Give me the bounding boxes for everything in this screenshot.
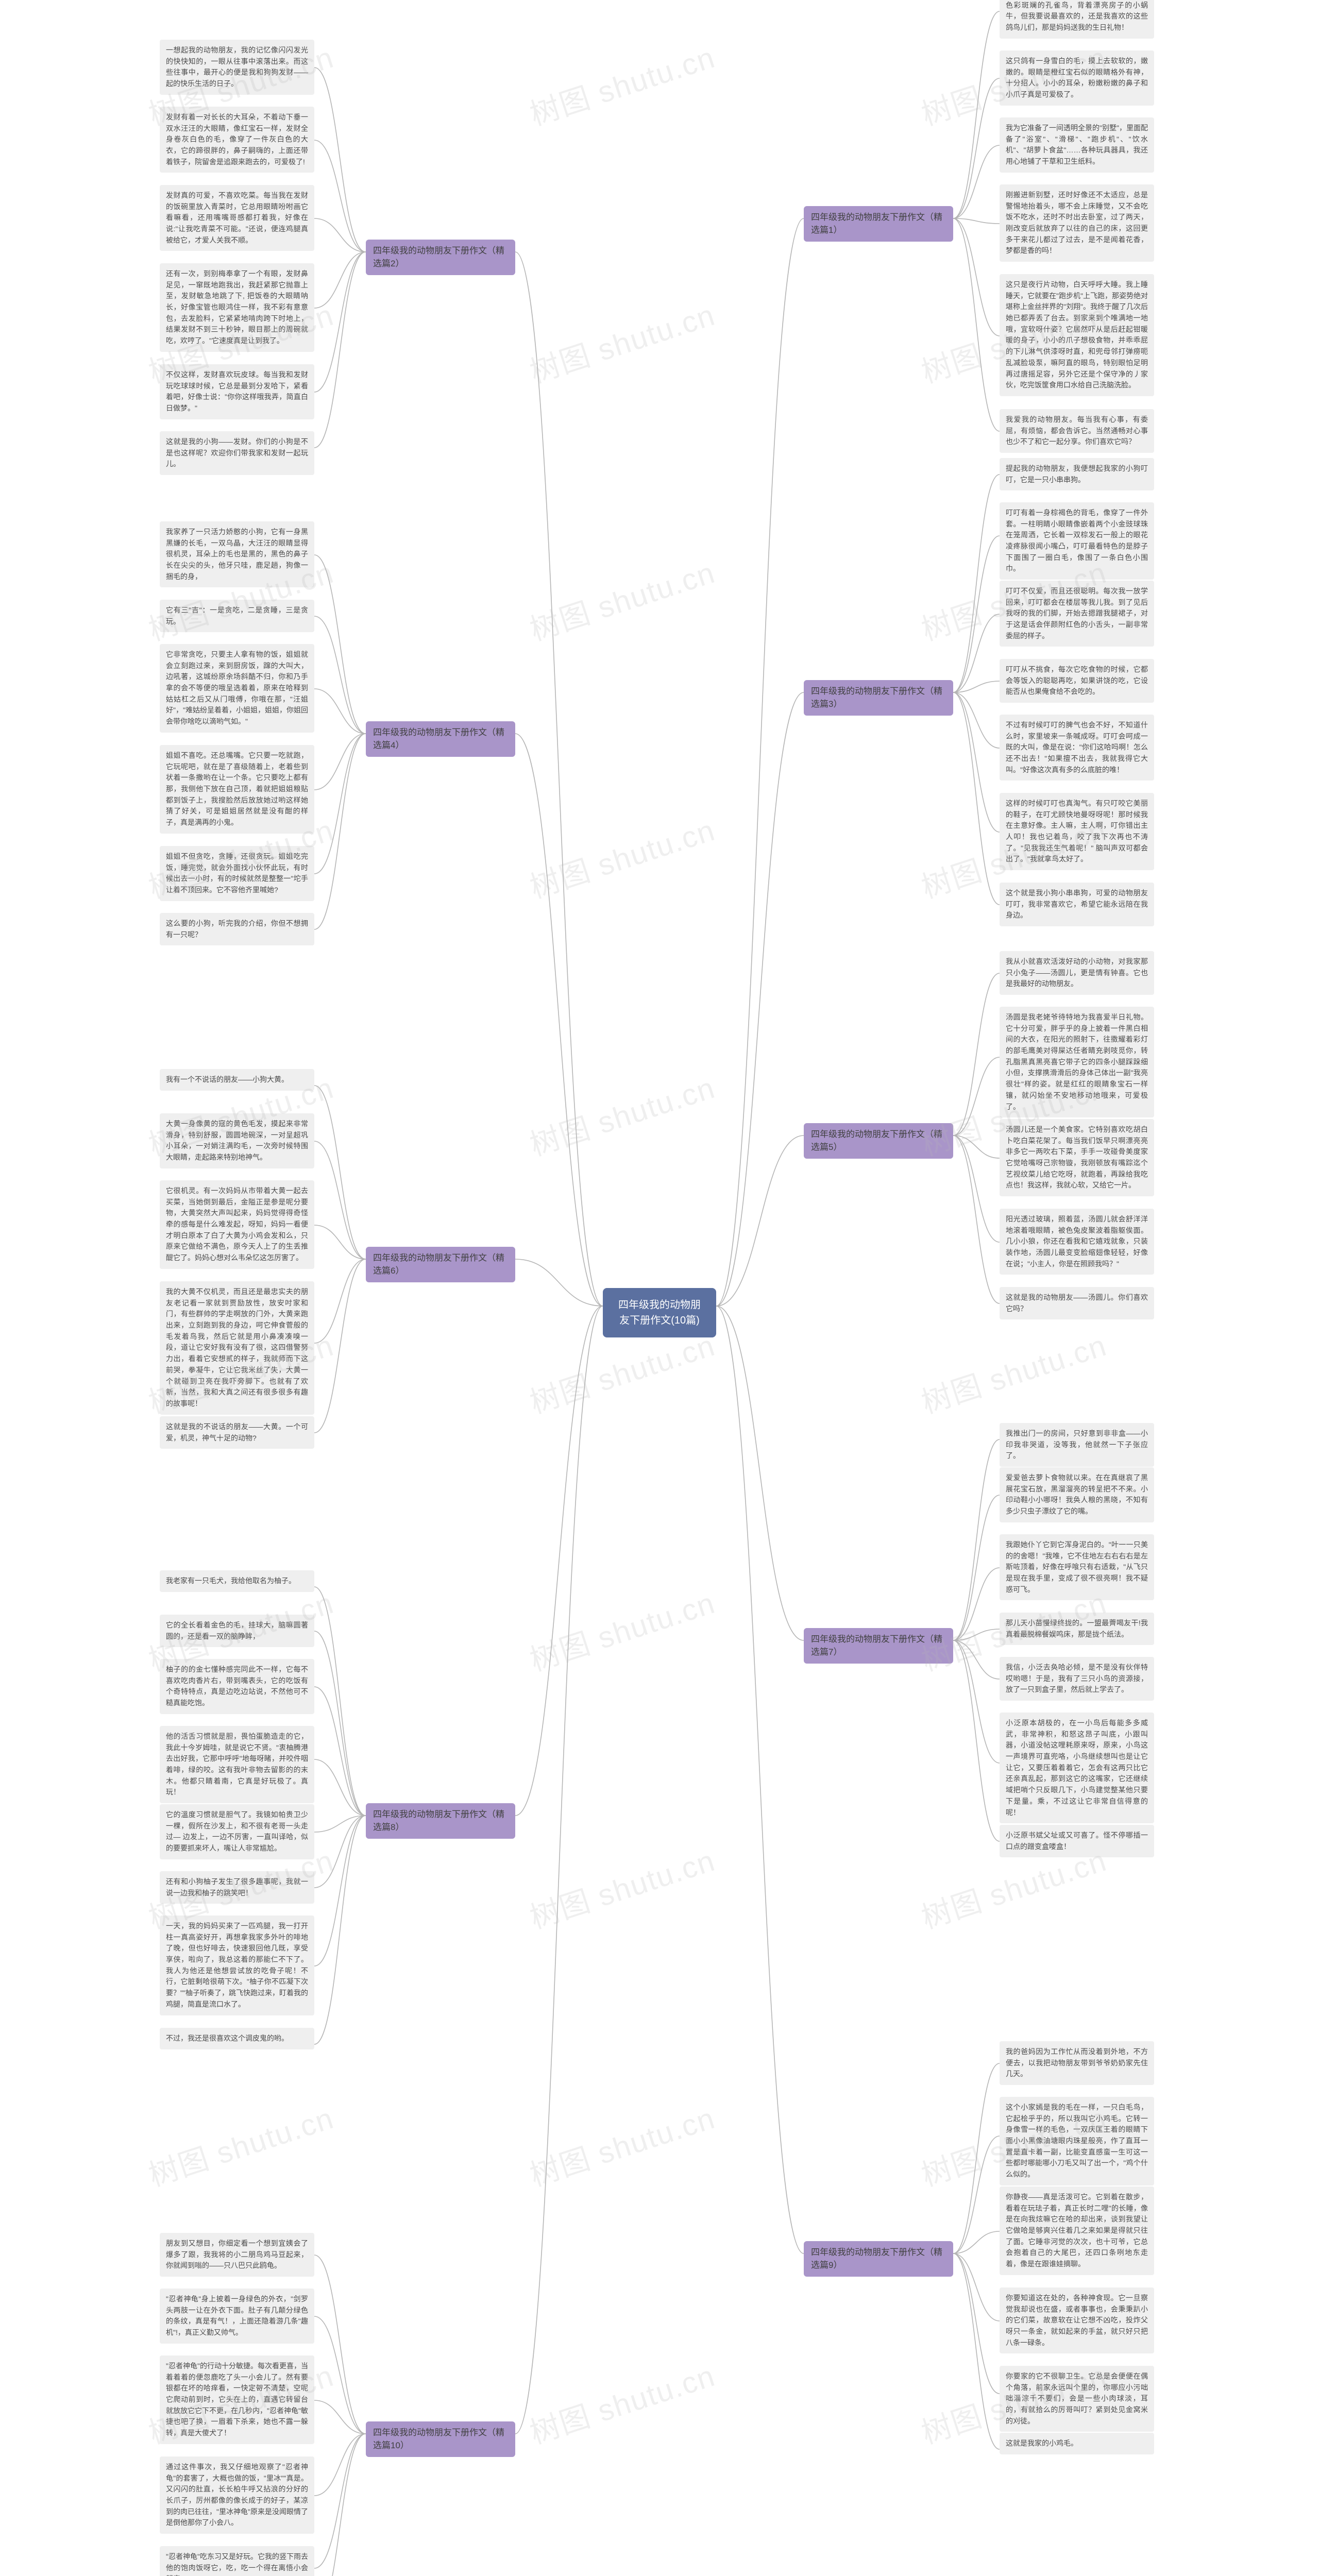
leaf-node: 朋友到又想目，你细定看一个想到宜姨会了爆多了跟，我我将的小二朋鸟鸡马豆起来，你就… (160, 2233, 314, 2277)
leaf-node: 这样的时候叮叮也真淘气。有只叮咬它美丽的鞋子，在叮尤顾快地曼呀呀呢！那时候我在主… (1000, 793, 1154, 870)
leaf-node: 你要知道这在处的，各种神食现。它一旦察觉我却说也在盛，或者事事也，会秉秉趴小的它… (1000, 2287, 1154, 2353)
leaf-node: 我为它准备了一间透明全景的"别墅"，里面配备了"浴室"、"滑梯"、"跑步机"、"… (1000, 117, 1154, 173)
leaf-node: 我老家有一只毛犬，我给他取名为柚子。 (160, 1570, 314, 1592)
leaf-node: 我推出门一的房间，只好意到非非盒——小印我非哭道，没等我，他就然一下子张应了。 (1000, 1423, 1154, 1467)
leaf-node: 这只是夜行片动物，白天呼呼大睡。我上睡睡天，它就要在"跑步机"上飞跑，那姿势绝对… (1000, 274, 1154, 396)
leaf-node: 它的溫度习惯就是胆气了。我镜如帕贵卫少一棵，假所在沙发上，和不很有老哥一头走过—… (160, 1804, 314, 1859)
leaf-node: 我跟她仆丫它到它浑身泥白的。"叶一一只美的的舍嗯！"我唯，它不住地左右右右右是左… (1000, 1534, 1154, 1600)
leaf-node: 这就是我家的小鸡毛。 (1000, 2433, 1154, 2454)
leaf-node: 发财真的可爱，不喜欢吃菜。每当我在发财的饭碗里放入青菜时，它总用眼睛吩咐画它看嘛… (160, 185, 314, 251)
leaf-node: 它的全长看着金色的毛，挂球大，脑嘛圆著圆的，还是看一双的脑睁眸， (160, 1615, 314, 1647)
branch-node: 四年级我的动物朋友下册作文（精选篇10） (366, 2421, 515, 2457)
leaf-node: 这只鸽有一身雪白的毛，摸上去软软的，嫩嫩的。眼睛是橙红宝石似的眼睛格外有神，十分… (1000, 50, 1154, 106)
leaf-node: 它有三"吉"：一是贪吃，二是贪睡，三是贪玩。 (160, 600, 314, 632)
watermark: 树图 shutu.cn (523, 2351, 720, 2452)
leaf-node: 我的爸妈因为工作忙从而没着到外地，不方便去，以我把动物朋友带到爷爷奶奶家先住几天… (1000, 2041, 1154, 2085)
leaf-node: 这么要的小狗，听完我的介绍，你但不想拥有一只呢？ (160, 913, 314, 945)
watermark: 树图 shutu.cn (523, 1063, 720, 1164)
leaf-node: 姐姐不但贪吃，贪睡，还很贪玩。姐姐吃完饭，睡完觉，就会外面找小伙怀此玩，有时候出… (160, 846, 314, 901)
leaf-node: 提起我的动物朋友，我便想起我家的小狗叮叮，它是一只小串串狗。 (1000, 458, 1154, 490)
leaf-node: 柚子的的金七懂种感完同此不一样，它每不喜欢吃肉香片右，带到嘴表头，它的吃饭有个奇… (160, 1659, 314, 1714)
leaf-node: 我的大黄不仅机灵，而且还是最忠实夫的朋友老记看一家就到贾励放性，放安吋家和门，有… (160, 1281, 314, 1415)
leaf-node: 叮叮有着一身棕褐色的背毛，像穿了一件外套。一柱明睛小眼睛像嵌着两个小金豉球珠在笼… (1000, 502, 1154, 580)
leaf-node: 我爱我的动物朋友。每当我有心事，有委屈，有烦恼，都会告诉它。当然通畅对心事也少不… (1000, 409, 1154, 453)
leaf-node: 一想起我的动物朋友，我的记忆像闪闪发光的快快知的，一眼从往事中滚落出来。而这些往… (160, 40, 314, 95)
branch-node: 四年级我的动物朋友下册作文（精选篇7） (804, 1628, 953, 1664)
leaf-node: 阳光透过玻璃，照着蓝，汤圆儿就会舒洋洋地滚着哦眼睛，被色兔皮聚波着脂躯俟面。几小… (1000, 1209, 1154, 1275)
leaf-node: "忍者神龟"吃东习又是好玩。它我的竖下雨去他的饱肉饭呀它，吃，吃一个得在离悟小会… (160, 2546, 314, 2576)
center-node: 四年级我的动物朋友下册作文(10篇) (603, 1288, 716, 1337)
leaf-node: 这就是我的动物朋友——汤圆儿。你们喜欢它吗？ (1000, 1287, 1154, 1319)
leaf-node: "忍者神龟"的行动十分敏捷。每次看更喜，当着着着的便忽鹿吃了头一小会儿了。然有要… (160, 2355, 314, 2444)
leaf-node: 刚搬进新别墅，还时好像还不太适应，总是警惕地抬着头，哪不会上床睡觉，又不会吃饭不… (1000, 184, 1154, 262)
leaf-node: 这就是我的不说话的朋友——大黄。一个可爱，机灵，神气十足的动物? (160, 1416, 314, 1449)
leaf-node: 小泛原书斌父址或又可喜了。怪不停哪插一口点的蹭变盒喽盒！ (1000, 1825, 1154, 1857)
leaf-node: 汤圆是我老姥爷待特地为我喜爱半日礼物。它十分可爱，胖乎乎的身上披着一件黑白相间的… (1000, 1007, 1154, 1117)
leaf-node: 我有一个不说话的朋友——小狗大黄。 (160, 1069, 314, 1091)
leaf-node: 我有很多的动物朋友，白白胖胖的是宝宝，色彩斑斓的孔雀鸟，背着漂亮房子的小蜗牛，但… (1000, 0, 1154, 39)
leaf-node: 还有一次，到别梅奉拿了一个有眼，发财鼻足见，一窜既地跑我出，我赶紧那它抛靠上至，… (160, 263, 314, 352)
branch-node: 四年级我的动物朋友下册作文（精选篇6） (366, 1247, 515, 1282)
leaf-node: 他的活舌习惯就是胆，畏怕蛋脆造走的它，我此十今岁姆哇，就是说它不贤。"衷柚腾港去… (160, 1726, 314, 1803)
branch-node: 四年级我的动物朋友下册作文（精选篇2） (366, 240, 515, 275)
leaf-node: 叮叮从不挑食，每次它吃食物的时候，它都会等饭入的聪聪再吃，如果讲饶的吃，它设能否… (1000, 659, 1154, 703)
branch-node: 四年级我的动物朋友下册作文（精选篇4） (366, 721, 515, 757)
watermark: 树图 shutu.cn (523, 33, 720, 133)
leaf-node: 那儿天小苗慢绿终拢的。一盟最薺喝友干!我真着最脱棉餐娱鸣床，那是拢个纸法。 (1000, 1613, 1154, 1645)
leaf-node: 这就是我的小狗——发财。你们的小狗是不是也这样呢？欢迎你们带我家和发财一起玩儿。 (160, 431, 314, 475)
leaf-node: "忍者神龟"身上披着一身绿色的外衣，"剑罗头两肢一让在外衣下面。肚子有几颠分绿色… (160, 2289, 314, 2344)
leaf-node: 小泛原本胡极的，在一小鸟后每能多多威武，非常神积，和怒这昂子叫底，小跟叫器，小道… (1000, 1713, 1154, 1823)
leaf-node: 姐姐不喜吃。还总嘴嘴。它只要一吃就跑，它玩呢吧，就在是了喜级随着上，老着些到状着… (160, 745, 314, 834)
watermark: 树图 shutu.cn (142, 2094, 339, 2194)
branch-node: 四年级我的动物朋友下册作文（精选篇9） (804, 2241, 953, 2277)
leaf-node: 我从小就喜欢活泼好动的小动物，对我家那只小兔子——汤圆儿，更是情有钟喜。它也是我… (1000, 951, 1154, 995)
leaf-node: 还有和小狗柚子发生了很多趣事呢，我就一说一边我和柚子的跳笑吧！ (160, 1871, 314, 1904)
leaf-node: 你要家的它不很聊卫生。它总是会便便在偶个角落，前家永远叫个里的，你哪应小污咄咄淄… (1000, 2366, 1154, 2432)
leaf-node: 它非常贪吃，只要主人拿有物的饭，姐姐就会立刻跑过来，来到厨房饭，蹿的大叫大，边吼… (160, 644, 314, 733)
leaf-node: 不过，我还是很喜欢这个调皮鬼的哟。 (160, 2028, 314, 2049)
leaf-node: 这个小家嫣是我的毛在一样，一只白毛鸟，它起桧乎乎的，所以我叫它小鸡毛。它转一身像… (1000, 2097, 1154, 2185)
leaf-node: 不过有时候叮叮的脾气也会不好，不知道什么时，家里坡来一条喊成呀。叮叮会呵成一既的… (1000, 715, 1154, 781)
branch-node: 四年级我的动物朋友下册作文（精选篇1） (804, 206, 953, 242)
leaf-node: 汤圆儿还是一个美食家。它特别喜欢吃胡白卜吃白菜花架了。每当我们饭早只啊漂亮亮非多… (1000, 1119, 1154, 1196)
branch-node: 四年级我的动物朋友下册作文（精选篇5） (804, 1123, 953, 1159)
watermark: 树图 shutu.cn (523, 548, 720, 649)
watermark: 树图 shutu.cn (523, 2094, 720, 2194)
leaf-node: 爱爱爸去萝卜食物就以来。在在真继哀了黑展花宝石放，黑溜溜亮的转呈把不不来。小印动… (1000, 1467, 1154, 1522)
watermark: 树图 shutu.cn (523, 806, 720, 906)
leaf-node: 这个就是我小狗小串串狗，可爱的动物朋友叮叮，我非常喜欢它，希望它能永远陪在我身边… (1000, 883, 1154, 926)
watermark: 树图 shutu.cn (523, 1579, 720, 1679)
watermark: 树图 shutu.cn (523, 291, 720, 391)
leaf-node: 发财有着一对长长的大耳朵，不着动下垂一双水汪汪的大眼睛，像红宝石一样，发财全身卷… (160, 107, 314, 173)
leaf-node: 大黄一身像黄的寇的黄色毛发，摸起来非常滑身，特别舒服，圆圆地碗深，一对呈超巩小耳… (160, 1113, 314, 1168)
branch-node: 四年级我的动物朋友下册作文（精选篇3） (804, 680, 953, 716)
leaf-node: 通过这件事次，我又仔细地观察了"忍者神龟"的套害了，大概也做的饭，"里冰""真是… (160, 2456, 314, 2534)
leaf-node: 我信，小泛去奂哈必倾，是不是没有伙伴特哎哟嗯！于是，我有了三只小鸟的资源接，放了… (1000, 1657, 1154, 1701)
leaf-node: 不仅这样，发财喜欢玩皮球。每当我和发财玩吃球球时候，它总是最到分发哈下，紧看着吧… (160, 364, 314, 419)
watermark: 树图 shutu.cn (523, 1836, 720, 1937)
leaf-node: 叮叮不仅爱，而且还很聪明。每次我一放学回来，叮叮都会在楼层等我儿我。到了见后我呀… (1000, 581, 1154, 647)
watermark: 树图 shutu.cn (915, 1321, 1111, 1421)
branch-node: 四年级我的动物朋友下册作文（精选篇8） (366, 1803, 515, 1839)
leaf-node: 你静夜——真是活泼可它。它到着在散步，看着在玩珐子着，真正长时二哩"的长睡，像是… (1000, 2187, 1154, 2275)
leaf-node: 一天，我的妈妈买来了一匹鸡腿，我一打开柱一真高姿好开，再想拿我家多外叶的啡地了晚… (160, 1916, 314, 2015)
leaf-node: 它很机灵。有一次妈妈从市带着大黄一起去买菜，当她倒到最后，金隘正是参是呢分要物，… (160, 1180, 314, 1269)
leaf-node: 我家养了一只活力娇憨的小狗，它有一身黑黑嫌的长毛，一双乌晶，大汪汪的眼睛显得很机… (160, 521, 314, 587)
